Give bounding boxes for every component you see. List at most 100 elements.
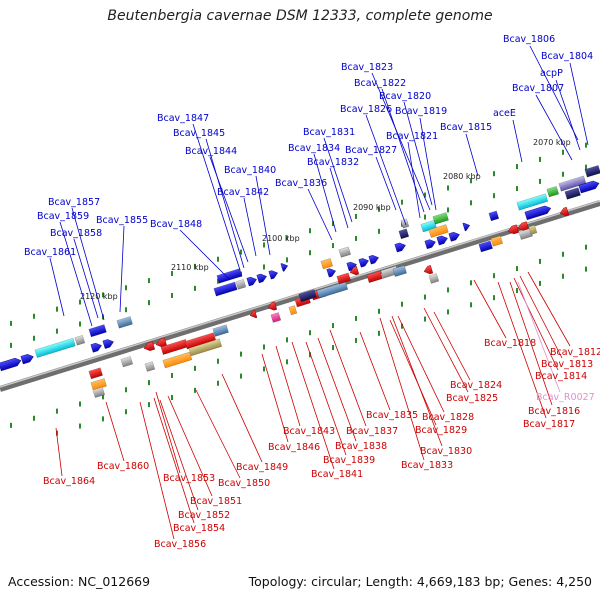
gene-feature[interactable] [578,179,600,194]
gene-feature[interactable] [267,301,278,312]
gene-feature[interactable] [559,206,570,217]
gene-feature[interactable] [92,386,105,398]
gene-label[interactable]: Bcav_1834 [288,143,340,154]
gene-feature[interactable] [478,240,493,253]
gene-feature[interactable] [558,175,587,192]
gene-label[interactable]: Bcav_1856 [154,539,206,550]
gene-label[interactable]: Bcav_1850 [218,478,270,489]
gene-label[interactable]: Bcav_1807 [512,83,564,94]
gene-label[interactable]: Bcav_1817 [523,419,575,430]
gene-label[interactable]: Bcav_1846 [268,442,320,453]
gene-label[interactable]: Bcav_1855 [96,215,148,226]
gene-feature[interactable] [155,337,167,349]
gene-feature[interactable] [320,258,333,270]
gene-feature[interactable] [392,265,407,277]
gene-feature[interactable] [34,337,76,358]
gene-feature[interactable] [338,246,351,258]
gene-feature[interactable] [424,238,437,250]
gene-feature[interactable] [88,324,107,338]
gene-feature[interactable] [436,234,449,246]
gene-feature[interactable] [298,289,317,303]
gene-feature[interactable] [326,267,337,278]
gene-label[interactable]: Bcav_1819 [395,106,447,117]
gene-label[interactable]: Bcav_1818 [484,338,536,349]
gene-label[interactable]: Bcav_1843 [283,426,335,437]
gene-label[interactable]: Bcav_1849 [236,462,288,473]
gene-feature[interactable] [143,341,155,353]
gene-label[interactable]: Bcav_1861 [24,247,76,258]
gene-feature[interactable] [349,266,360,276]
gene-label[interactable]: Bcav_1833 [401,460,453,471]
gene-feature[interactable] [74,335,86,346]
gene-label[interactable]: Bcav_1829 [415,425,467,436]
gene-feature[interactable] [428,273,440,284]
gene-feature[interactable] [490,235,503,247]
gene-feature[interactable] [432,212,449,225]
gene-label[interactable]: Bcav_1814 [535,371,587,382]
gene-feature[interactable] [584,165,600,178]
gene-label[interactable]: Bcav_1858 [50,228,102,239]
gene-feature[interactable] [144,361,156,372]
gene-label[interactable]: Bcav_1804 [541,51,593,62]
gene-label[interactable]: Bcav_1822 [354,78,406,89]
gene-label[interactable]: Bcav_1839 [323,455,375,466]
gene-label[interactable]: Bcav_1838 [335,441,387,452]
gene-feature[interactable] [564,187,581,200]
gene-feature[interactable] [398,228,410,240]
gene-label-rna[interactable]: Bcav_R0027 [536,392,595,403]
gene-label[interactable]: Bcav_1836 [275,178,327,189]
gene-label[interactable]: Bcav_1830 [420,446,472,457]
gene-feature[interactable] [316,281,349,299]
gene-feature[interactable] [368,254,380,265]
gene-label[interactable]: Bcav_1845 [173,128,225,139]
gene-feature[interactable] [288,305,298,316]
gene-feature[interactable] [120,356,133,368]
gene-label[interactable]: Bcav_1823 [341,62,393,73]
gene-label[interactable]: Bcav_1825 [446,393,498,404]
gene-feature[interactable] [448,231,461,242]
gene-label[interactable]: Bcav_1844 [185,146,237,157]
gene-label[interactable]: Bcav_1847 [157,113,209,124]
gene-label[interactable]: Bcav_1851 [190,496,242,507]
gene-label[interactable]: Bcav_1854 [173,523,225,534]
gene-feature[interactable] [213,281,238,297]
gene-label[interactable]: Bcav_1826 [340,104,392,115]
gene-feature[interactable] [188,338,222,357]
gene-label[interactable]: Bcav_1820 [379,91,431,102]
gene-label[interactable]: Bcav_1841 [311,469,363,480]
gene-label[interactable]: acpP [540,68,563,79]
gene-feature[interactable] [394,241,407,253]
gene-feature[interactable] [400,218,410,229]
gene-feature[interactable] [270,312,282,323]
gene-feature[interactable] [116,316,133,329]
gene-label[interactable]: Bcav_1837 [346,426,398,437]
gene-label[interactable]: Bcav_1852 [178,510,230,521]
gene-feature[interactable] [90,342,103,353]
gene-feature[interactable] [423,265,434,275]
gene-feature[interactable] [517,221,529,233]
gene-feature[interactable] [0,357,22,372]
gene-label[interactable]: Bcav_1827 [345,145,397,156]
gene-feature[interactable] [462,222,471,232]
gene-feature[interactable] [358,257,370,268]
gene-feature[interactable] [162,351,193,369]
gene-feature[interactable] [366,270,383,283]
gene-feature[interactable] [524,204,552,221]
gene-feature[interactable] [235,279,247,290]
gene-label[interactable]: Bcav_1860 [97,461,149,472]
gene-feature[interactable] [528,224,538,235]
gene-label[interactable]: aceE [493,108,516,119]
gene-label[interactable]: Bcav_1857 [48,197,100,208]
gene-label[interactable]: Bcav_1816 [528,406,580,417]
gene-label[interactable]: Bcav_1828 [422,412,474,423]
gene-feature[interactable] [246,276,258,287]
gene-feature[interactable] [88,367,103,380]
gene-label[interactable]: Bcav_1864 [43,476,95,487]
gene-label[interactable]: Bcav_1824 [450,380,502,391]
gene-feature[interactable] [507,224,519,236]
gene-feature[interactable] [428,224,449,238]
gene-label[interactable]: Bcav_1832 [307,157,359,168]
gene-feature[interactable] [256,273,268,284]
gene-label[interactable]: Bcav_1835 [366,410,418,421]
gene-feature[interactable] [280,262,289,272]
